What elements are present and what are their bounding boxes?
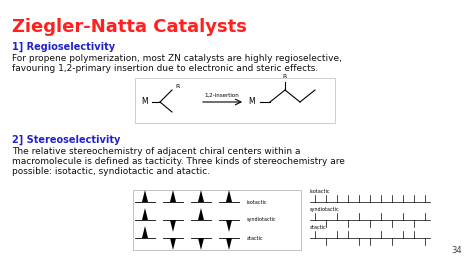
FancyBboxPatch shape xyxy=(135,78,335,123)
Text: isotactic: isotactic xyxy=(247,200,267,205)
Text: favouring 1,2-primary insertion due to electronic and steric effects.: favouring 1,2-primary insertion due to e… xyxy=(12,64,318,73)
Polygon shape xyxy=(198,208,204,220)
Text: atactic: atactic xyxy=(247,235,264,240)
Text: M: M xyxy=(142,98,148,107)
Polygon shape xyxy=(170,238,176,250)
Text: atactic: atactic xyxy=(310,225,327,230)
Text: 1] Regioselectivity: 1] Regioselectivity xyxy=(12,42,115,52)
Text: For propene polymerization, most ZN catalysts are highly regioselective,: For propene polymerization, most ZN cata… xyxy=(12,54,342,63)
Text: R: R xyxy=(283,74,287,79)
Text: M: M xyxy=(249,98,255,107)
Text: 2] Stereoselectivity: 2] Stereoselectivity xyxy=(12,135,120,145)
Text: macromolecule is defined as tacticity. Three kinds of stereochemistry are: macromolecule is defined as tacticity. T… xyxy=(12,157,345,166)
Text: isotactic: isotactic xyxy=(310,189,330,194)
FancyBboxPatch shape xyxy=(133,190,301,250)
Text: R: R xyxy=(175,84,179,89)
Polygon shape xyxy=(170,190,176,202)
Polygon shape xyxy=(142,190,148,202)
Polygon shape xyxy=(142,208,148,220)
Polygon shape xyxy=(170,220,176,232)
Text: syndiotactic: syndiotactic xyxy=(247,218,277,222)
Polygon shape xyxy=(226,190,232,202)
Polygon shape xyxy=(226,238,232,250)
Text: 34: 34 xyxy=(451,246,462,255)
Text: The relative stereochemistry of adjacent chiral centers within a: The relative stereochemistry of adjacent… xyxy=(12,147,301,156)
Polygon shape xyxy=(198,238,204,250)
Text: 1,2-insertion: 1,2-insertion xyxy=(205,93,239,98)
Text: possible: isotactic, syndiotactic and atactic.: possible: isotactic, syndiotactic and at… xyxy=(12,167,210,176)
Polygon shape xyxy=(142,226,148,238)
Text: syndiotactic: syndiotactic xyxy=(310,207,340,212)
Polygon shape xyxy=(198,190,204,202)
Text: Ziegler-Natta Catalysts: Ziegler-Natta Catalysts xyxy=(12,18,247,36)
Polygon shape xyxy=(226,220,232,232)
